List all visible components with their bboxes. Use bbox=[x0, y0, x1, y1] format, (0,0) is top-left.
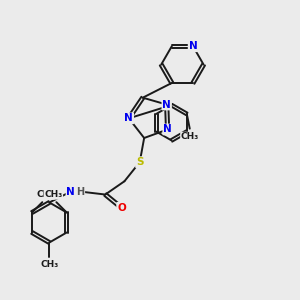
Text: N: N bbox=[162, 100, 171, 110]
Text: CH₃: CH₃ bbox=[36, 190, 54, 199]
Text: N: N bbox=[124, 113, 133, 123]
Text: CH₃: CH₃ bbox=[44, 190, 63, 199]
Text: O: O bbox=[117, 203, 126, 213]
Text: N: N bbox=[67, 187, 75, 196]
Text: CH₃: CH₃ bbox=[40, 260, 58, 268]
Text: N: N bbox=[163, 124, 172, 134]
Text: H: H bbox=[76, 187, 84, 196]
Text: CH₃: CH₃ bbox=[181, 132, 199, 141]
Text: S: S bbox=[136, 157, 143, 167]
Text: N: N bbox=[189, 41, 197, 51]
